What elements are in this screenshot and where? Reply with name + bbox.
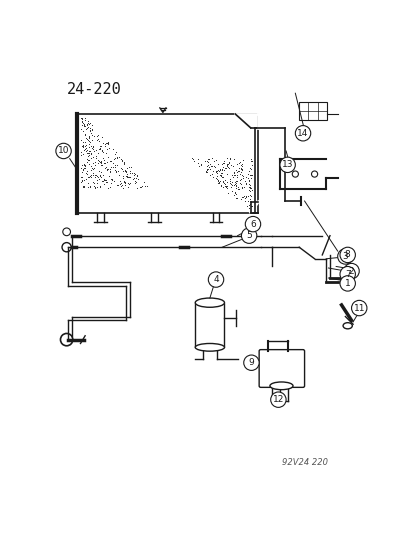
Circle shape bbox=[351, 301, 366, 316]
Circle shape bbox=[337, 249, 352, 264]
Circle shape bbox=[294, 126, 310, 141]
Ellipse shape bbox=[269, 382, 292, 390]
Circle shape bbox=[343, 263, 358, 279]
Text: 12: 12 bbox=[272, 395, 283, 404]
Circle shape bbox=[279, 157, 294, 173]
Text: 92V24 220: 92V24 220 bbox=[282, 458, 328, 467]
Bar bbox=[195, 303, 224, 348]
Circle shape bbox=[339, 266, 354, 282]
Circle shape bbox=[208, 272, 223, 287]
Ellipse shape bbox=[195, 298, 224, 308]
Bar bbox=[299, 102, 326, 120]
Circle shape bbox=[244, 216, 260, 232]
Ellipse shape bbox=[195, 343, 224, 351]
Text: 13: 13 bbox=[281, 160, 293, 169]
Text: 4: 4 bbox=[213, 275, 218, 284]
Text: 10: 10 bbox=[58, 147, 69, 156]
Text: 8: 8 bbox=[344, 251, 350, 260]
Circle shape bbox=[270, 392, 285, 407]
Circle shape bbox=[339, 247, 354, 263]
Text: 6: 6 bbox=[249, 220, 255, 229]
Text: 3: 3 bbox=[342, 252, 347, 261]
Text: 5: 5 bbox=[246, 231, 252, 240]
Text: 9: 9 bbox=[248, 358, 254, 367]
Circle shape bbox=[241, 228, 256, 244]
FancyBboxPatch shape bbox=[259, 350, 304, 387]
Text: 11: 11 bbox=[353, 304, 364, 312]
Text: 14: 14 bbox=[297, 129, 308, 138]
Circle shape bbox=[243, 355, 259, 370]
Ellipse shape bbox=[342, 322, 351, 329]
Circle shape bbox=[339, 276, 354, 291]
Circle shape bbox=[56, 143, 71, 159]
Text: 2: 2 bbox=[348, 266, 354, 276]
Text: 1: 1 bbox=[344, 279, 350, 288]
Text: 7: 7 bbox=[344, 270, 350, 279]
Text: 24-220: 24-220 bbox=[66, 82, 121, 96]
